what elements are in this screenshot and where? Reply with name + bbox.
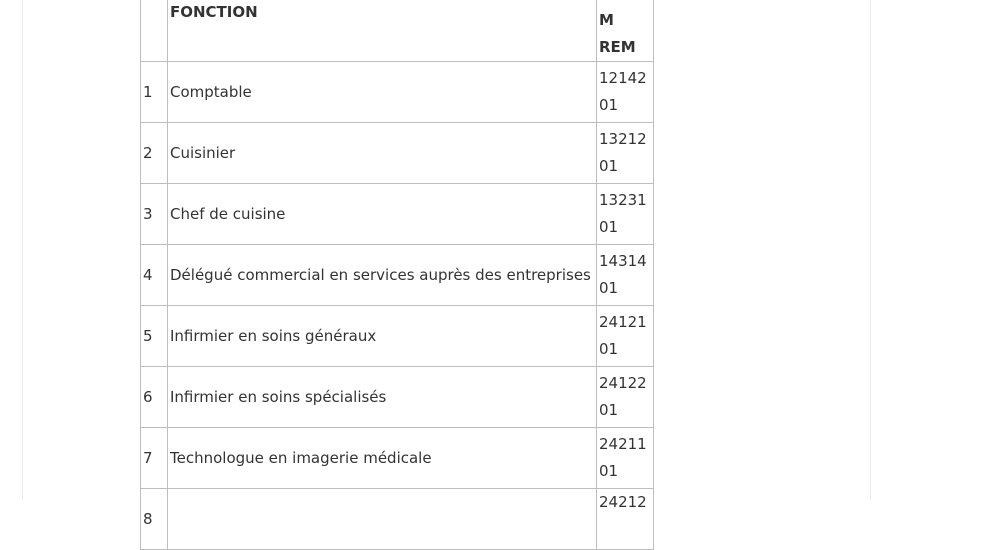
page: {"table": { "header": {"fonction": "FONC…: [22, 0, 871, 550]
code-line: 24211: [599, 435, 647, 453]
table-row: 8 24212: [140, 488, 654, 550]
table-row: 2 Cuisinier 13212 01: [140, 122, 654, 184]
header-row: FONCTION M REM: [140, 0, 654, 62]
code-line: 01: [599, 96, 619, 114]
header-cell: [140, 0, 168, 62]
table: FONCTION M REM 1 Comptable 12142 01 2 Cuisini…: [140, 0, 654, 550]
header-cell: M REM: [596, 0, 654, 62]
code-line: 01: [599, 279, 619, 297]
code-cell: 13231 01: [596, 183, 654, 245]
fonction-cell: Infirmier en soins généraux: [167, 305, 597, 367]
row-number: 5: [140, 305, 168, 367]
table-row: 3 Chef de cuisine 13231 01: [140, 183, 654, 245]
code-line: 24121: [599, 313, 647, 331]
code-cell: 12142 01: [596, 61, 654, 123]
code-line: 01: [599, 157, 619, 175]
row-number: 1: [140, 61, 168, 123]
code-line: 01: [599, 340, 619, 358]
fonction-cell: Chef de cuisine: [167, 183, 597, 245]
code-line: 13212: [599, 130, 647, 148]
table-body: FONCTION M REM 1 Comptable 12142 01 2 Cuisini…: [140, 0, 654, 550]
fonction-cell: Cuisinier: [167, 122, 597, 184]
code-line: 24212: [599, 493, 647, 511]
table-row: 5 Infirmier en soins généraux 24121 01: [140, 305, 654, 367]
fonction-cell: Comptable: [167, 61, 597, 123]
fonction-cell: [167, 488, 597, 550]
fonction-cell: Délégué commercial en services auprès de…: [167, 244, 597, 306]
table-row: 4 Délégué commercial en services auprès d…: [140, 244, 654, 306]
table-row: 6 Infirmier en soins spécialisés 24122 01: [140, 366, 654, 428]
row-number: 8: [140, 488, 168, 550]
code-line: 12142: [599, 69, 647, 87]
row-number: 6: [140, 366, 168, 428]
fonction-cell: Infirmier en soins spécialisés: [167, 366, 597, 428]
code-line: 13231: [599, 191, 647, 209]
code-cell: 13212 01: [596, 122, 654, 184]
row-number: 4: [140, 244, 168, 306]
fonction-cell: Technologue en imagerie médicale: [167, 427, 597, 489]
table-row: 1 Comptable 12142 01: [140, 61, 654, 123]
row-number: 3: [140, 183, 168, 245]
code-line: 01: [599, 462, 619, 480]
code-cell: 24211 01: [596, 427, 654, 489]
code-line: 01: [599, 401, 619, 419]
header-cell: FONCTION: [167, 0, 597, 62]
code-cell: 24121 01: [596, 305, 654, 367]
code-cell: 24212: [596, 488, 654, 550]
code-cell: 14314 01: [596, 244, 654, 306]
page-edge: [870, 0, 871, 500]
code-line: 01: [599, 218, 619, 236]
code-cell: 24122 01: [596, 366, 654, 428]
page-edge: [22, 0, 23, 500]
code-line: 14314: [599, 252, 647, 270]
table-row: 7 Technologue en imagerie médicale 24211 01: [140, 427, 654, 489]
row-number: 2: [140, 122, 168, 184]
row-number: 7: [140, 427, 168, 489]
code-line: 24122: [599, 374, 647, 392]
